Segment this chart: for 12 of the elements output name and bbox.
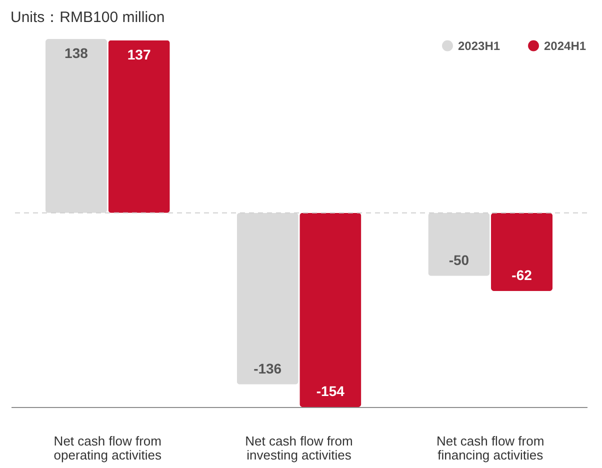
chart-title: Units：RMB100 million [10,9,165,26]
x-tick-label: Net cash flow from investing activities [245,434,353,462]
data-label: -154 [316,383,345,399]
data-label: 137 [127,46,151,62]
data-label: -62 [512,267,532,284]
x-tick-label: Net cash flow from operating activities [54,434,162,462]
data-label: -50 [448,252,470,268]
legend-label: 2024H1 [544,38,586,53]
data-label: -136 [254,360,282,376]
x-tick-label: Net cash flow from financing activities [436,434,544,462]
legend-label: 2023H1 [458,38,500,53]
data-label: 138 [64,45,88,61]
